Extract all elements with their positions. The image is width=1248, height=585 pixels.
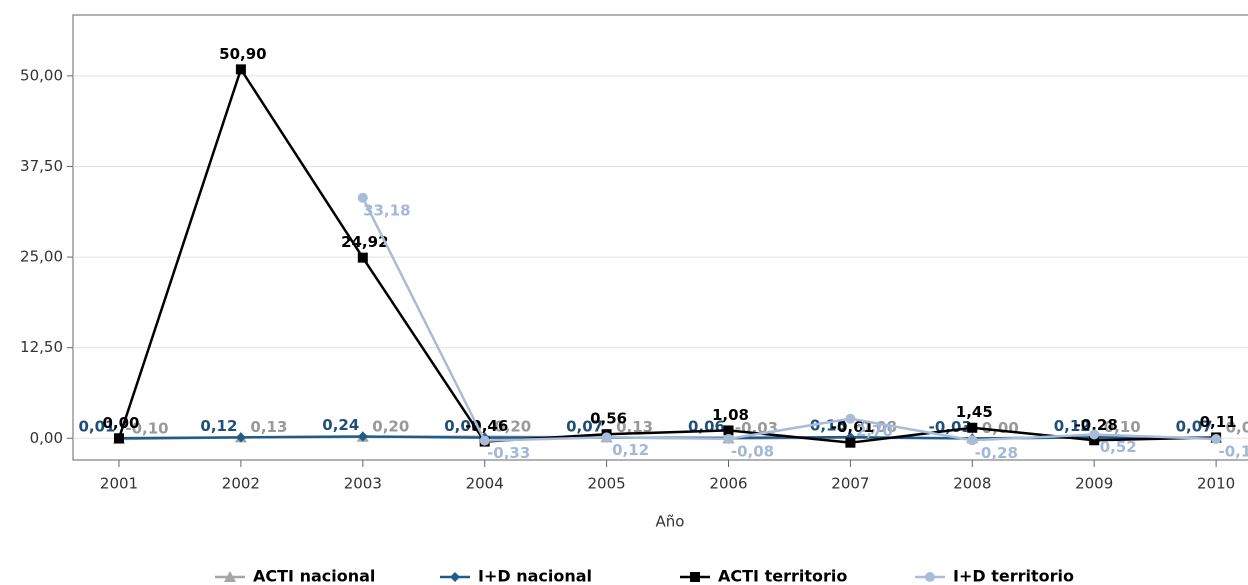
x-tick-label: 2005 <box>588 475 626 493</box>
value-label: 0,12 <box>200 417 237 435</box>
value-label: 0,20 <box>494 417 531 435</box>
value-label: 0,56 <box>590 410 627 428</box>
legend-label: ACTI territorio <box>718 567 847 585</box>
value-label: 24,92 <box>341 233 388 251</box>
legend-marker <box>450 572 460 582</box>
point-marker <box>235 64 246 75</box>
y-tick-label: 37,50 <box>20 157 63 175</box>
value-label: -0,08 <box>731 442 774 460</box>
point-marker <box>1089 429 1100 440</box>
legend-marker <box>690 572 700 582</box>
value-label: -0,10 <box>1218 442 1248 460</box>
point-marker <box>845 413 856 424</box>
value-label: 1,08 <box>712 406 749 424</box>
value-label: 33,18 <box>363 201 410 219</box>
legend-label: I+D nacional <box>478 567 592 585</box>
value-label: -0,61 <box>831 418 874 436</box>
legend-marker <box>224 571 236 582</box>
point-marker <box>723 425 734 436</box>
legend-label: I+D territorio <box>953 567 1074 585</box>
value-label: -0,28 <box>975 444 1018 462</box>
x-axis-title: Año <box>656 513 685 531</box>
value-label: 50,90 <box>219 45 266 63</box>
value-label: 0,10 <box>1104 418 1141 436</box>
value-label: 0,13 <box>250 418 287 436</box>
value-label: 0,11 <box>1200 413 1237 431</box>
x-tick-label: 2009 <box>1075 475 1113 493</box>
value-label: 0,13 <box>616 418 653 436</box>
point-marker <box>601 432 612 443</box>
point-marker <box>967 435 978 446</box>
value-label: -0,33 <box>487 444 530 462</box>
legend-label: ACTI nacional <box>253 567 375 585</box>
series-line <box>117 66 1217 444</box>
plot-frame <box>72 14 1248 461</box>
y-tick-label: 25,00 <box>20 248 63 266</box>
value-label: 0,12 <box>1054 417 1091 435</box>
value-label: 0,00 <box>102 414 139 432</box>
value-label: 0,07 <box>1176 417 1213 435</box>
value-label: 0,20 <box>372 417 409 435</box>
value-label: 2,70 <box>856 422 893 440</box>
x-tick-label: 2002 <box>222 475 260 493</box>
point-marker <box>357 252 368 263</box>
value-label: 0,01 <box>78 418 115 436</box>
x-tick-label: 2001 <box>100 475 138 493</box>
point-marker <box>479 435 490 446</box>
value-label: 0,12 <box>612 441 649 459</box>
x-tick-label: 2003 <box>344 475 382 493</box>
x-tick-label: 2008 <box>953 475 991 493</box>
point-marker <box>1089 435 1100 446</box>
value-label: 0,24 <box>322 416 359 434</box>
value-label: 0,07 <box>566 417 603 435</box>
point-marker <box>357 431 368 442</box>
point-marker <box>1211 433 1222 444</box>
value-label: 0,05 <box>1226 418 1248 436</box>
value-label: -0,28 <box>1075 416 1118 434</box>
x-tick-label: 2010 <box>1197 475 1235 493</box>
value-label: 1,45 <box>956 403 993 421</box>
y-tick-label: 0,00 <box>30 429 63 447</box>
point-marker <box>235 432 246 443</box>
x-tick-label: 2006 <box>709 475 747 493</box>
x-tick-label: 2007 <box>831 475 869 493</box>
point-marker <box>845 437 856 448</box>
y-tick-label: 12,50 <box>20 338 63 356</box>
point-marker <box>723 433 734 444</box>
x-tick-label: 2004 <box>466 475 504 493</box>
value-label: 0,52 <box>1100 438 1137 456</box>
value-label: -0,46 <box>465 417 508 435</box>
legend-marker <box>925 572 935 582</box>
y-tick-label: 50,00 <box>20 66 63 84</box>
value-label: -0,10 <box>125 419 168 437</box>
point-marker <box>357 192 368 203</box>
value-label: 0,00 <box>982 419 1019 437</box>
series-line <box>361 197 1217 442</box>
point-marker <box>967 422 978 433</box>
point-marker <box>114 433 124 444</box>
